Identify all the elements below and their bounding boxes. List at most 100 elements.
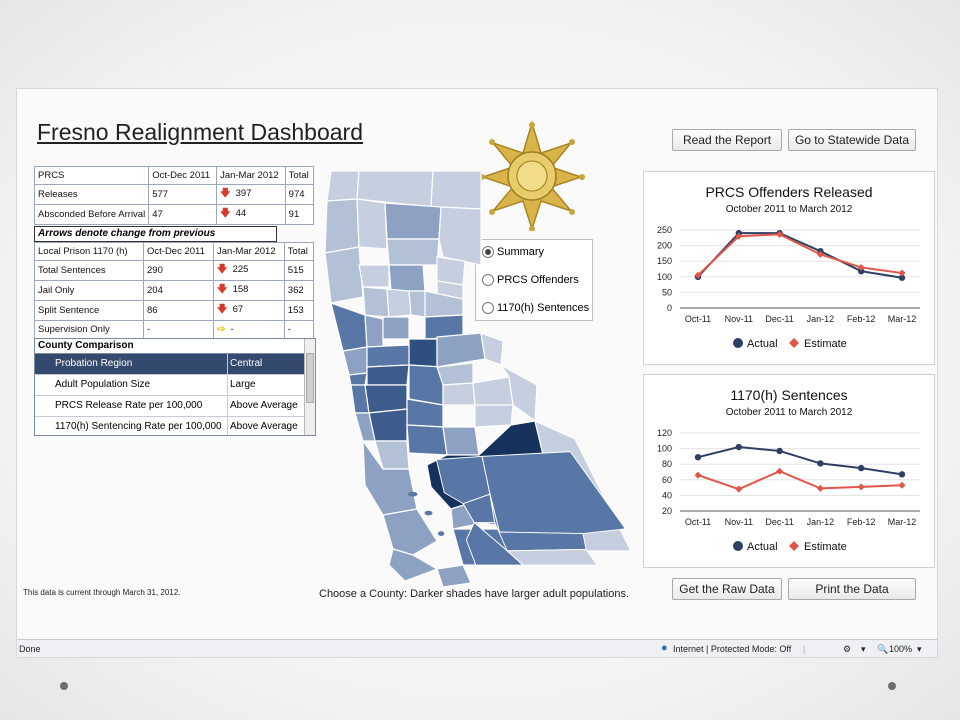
- x-tick-label: Dec-11: [765, 314, 793, 324]
- county-santa-barbara: [388, 548, 439, 582]
- cell-value: 362: [283, 280, 315, 301]
- cell-value: 158: [232, 284, 249, 295]
- sentences-chart-panel: 1170(h) Sentences October 2011 to March …: [643, 374, 935, 568]
- list-item[interactable]: 1170(h) Sentencing Rate per 100,000 Abov…: [35, 417, 315, 435]
- y-tick-label: 50: [662, 287, 672, 297]
- legend-label: Actual: [747, 541, 778, 553]
- y-tick-label: 80: [662, 459, 672, 469]
- county-tehama: [386, 238, 440, 266]
- channel-islands: [408, 491, 445, 536]
- zoom-icon[interactable]: 🔍: [877, 644, 889, 654]
- item-value: Central: [227, 354, 262, 374]
- series-line-actual: [697, 446, 903, 476]
- down-arrow-icon: 🡇: [217, 284, 228, 295]
- county-el-dorado: [436, 332, 486, 368]
- down-arrow-icon: 🡇: [220, 208, 231, 219]
- print-data-button[interactable]: Print the Data: [788, 578, 916, 600]
- prcs-chart-panel: PRCS Offenders Released October 2011 to …: [643, 171, 935, 365]
- county-contra-costa: [366, 364, 410, 386]
- county-del-norte: [326, 170, 360, 202]
- data-point-estimate: [694, 471, 702, 479]
- data-current-note: This data is current through March 31, 2…: [23, 588, 181, 597]
- table-row: Split Sentence 86 🡇 67 153: [34, 300, 315, 321]
- data-point-estimate: [776, 467, 784, 475]
- data-point-estimate: [816, 484, 824, 492]
- y-tick-label: 0: [667, 303, 672, 313]
- county-san-bernardino: [481, 451, 627, 535]
- county-colusa: [386, 288, 412, 318]
- county-ventura: [436, 564, 472, 588]
- table-header: Local Prison 1170 (h): [34, 242, 144, 261]
- cell-value: -: [143, 320, 214, 339]
- x-tick-label: Oct-11: [685, 314, 711, 324]
- table-header: PRCS: [33, 166, 150, 185]
- statewide-data-button[interactable]: Go to Statewide Data: [788, 129, 916, 151]
- slide-dot-left: [60, 682, 68, 690]
- county-lassen: [438, 206, 482, 266]
- x-tick-label: Oct-11: [685, 517, 711, 527]
- legend-label: Estimate: [804, 338, 847, 350]
- county-comparison-list[interactable]: County Comparison Probation Region Centr…: [34, 338, 316, 436]
- tools-icon[interactable]: ⚙: [843, 644, 852, 654]
- row-label: Absconded Before Arrival: [33, 204, 150, 225]
- county-butte: [388, 264, 426, 292]
- right-arrow-icon: ⇨: [217, 324, 226, 335]
- radio-summary[interactable]: Summary: [482, 244, 544, 260]
- county-comparison-header: County Comparison: [35, 339, 315, 354]
- legend-estimate-marker: [789, 338, 799, 348]
- y-tick-label: 200: [657, 241, 672, 251]
- data-point-actual: [694, 453, 702, 461]
- radio-1170h-sentences[interactable]: 1170(h) Sentences: [482, 300, 589, 316]
- table-header: Total: [284, 166, 315, 185]
- chart-subtitle: October 2011 to March 2012: [725, 407, 853, 418]
- cell-value: 91: [284, 204, 315, 225]
- read-report-button[interactable]: Read the Report: [672, 129, 782, 151]
- cell-value: 577: [148, 184, 218, 205]
- county-mendocino: [324, 246, 364, 304]
- list-item[interactable]: Adult Population Size Large: [35, 375, 315, 396]
- scrollbar-thumb[interactable]: [306, 353, 314, 403]
- list-item[interactable]: PRCS Release Rate per 100,000 Above Aver…: [35, 396, 315, 417]
- zone-divider: |: [803, 644, 806, 654]
- southern-california-map[interactable]: [397, 431, 657, 581]
- slide-dot-right: [888, 682, 896, 690]
- table-row: Total Sentences 290 🡇 225 515: [34, 260, 315, 281]
- county-sacramento: [408, 338, 438, 368]
- item-label: Adult Population Size: [55, 379, 151, 390]
- x-tick-label: Jan-12: [807, 517, 835, 527]
- dropdown-arrow-icon[interactable]: ▾: [861, 644, 866, 654]
- x-tick-label: Feb-12: [847, 314, 876, 324]
- chart-title: PRCS Offenders Released: [705, 184, 873, 200]
- series-line-estimate: [697, 470, 903, 491]
- county-yolo: [382, 316, 410, 340]
- arrow-note: Arrows denote change from previous: [34, 226, 277, 242]
- county-solano: [366, 344, 410, 368]
- y-tick-label: 40: [662, 490, 672, 500]
- data-point-estimate: [735, 485, 743, 493]
- down-arrow-icon: 🡇: [217, 304, 228, 315]
- legend-actual-marker: [733, 338, 743, 348]
- list-scrollbar[interactable]: [304, 339, 315, 435]
- table-header: Jan-Mar 2012: [213, 242, 285, 261]
- data-point-estimate: [694, 271, 702, 279]
- zoom-dropdown-icon[interactable]: ▾: [917, 644, 922, 654]
- item-value: Large: [227, 375, 256, 395]
- probation-badge-logo: [479, 120, 585, 231]
- raw-data-button[interactable]: Get the Raw Data: [672, 578, 782, 600]
- data-point-actual: [735, 443, 742, 451]
- county-alameda: [364, 384, 408, 414]
- county-mono: [500, 364, 538, 423]
- cell-value: 86: [143, 300, 214, 321]
- data-point-actual: [858, 267, 865, 275]
- cell-value: 67: [232, 304, 244, 315]
- list-item[interactable]: Probation Region Central: [35, 354, 315, 375]
- zoom-level[interactable]: 100%: [889, 644, 913, 654]
- x-tick-label: Jan-12: [807, 314, 835, 324]
- legend-label: Actual: [747, 338, 778, 350]
- county-amador: [436, 362, 474, 386]
- radio-prcs-offenders[interactable]: PRCS Offenders: [482, 272, 579, 288]
- data-point-actual: [817, 460, 824, 467]
- row-label: Split Sentence: [34, 300, 144, 321]
- cell-value: 44: [235, 208, 247, 219]
- prcs-table: PRCS Oct-Dec 2011 Jan-Mar 2012 Total Rel…: [33, 166, 315, 225]
